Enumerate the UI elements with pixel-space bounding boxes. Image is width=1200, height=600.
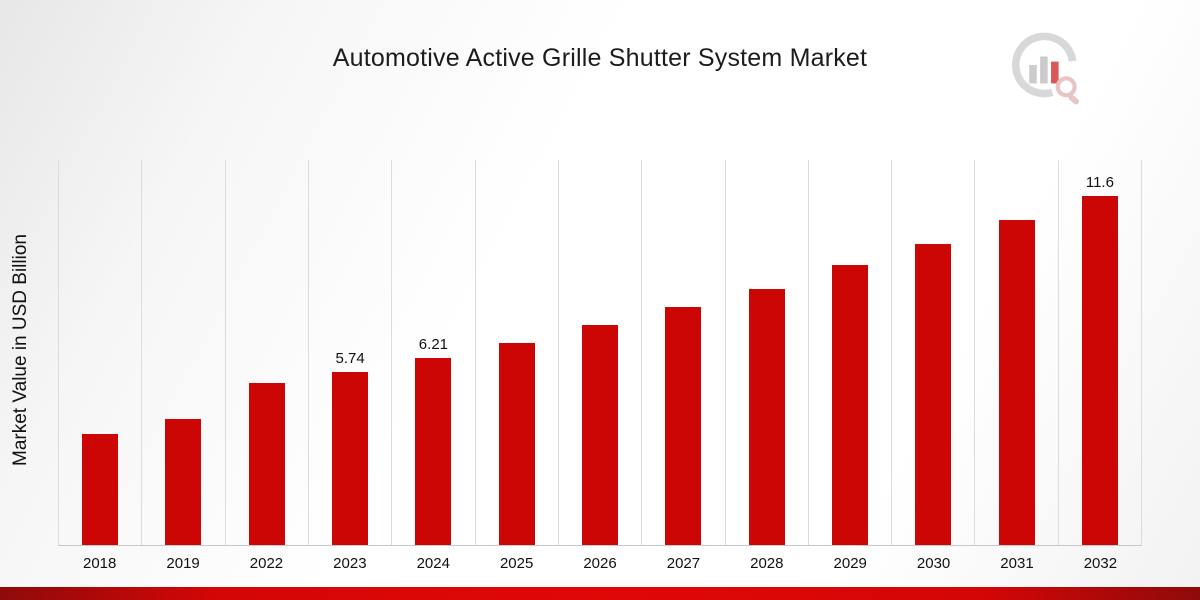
bar-2026 bbox=[582, 325, 619, 545]
x-tick-label-2032: 2032 bbox=[1083, 555, 1118, 572]
category-cell-2032: 11.6 bbox=[1057, 160, 1143, 545]
category-cell-2030 bbox=[891, 160, 974, 545]
bottom-red-strip bbox=[0, 587, 1200, 600]
bar-2031 bbox=[998, 220, 1035, 545]
x-tick-label-2018: 2018 bbox=[83, 555, 117, 572]
market-research-logo bbox=[1002, 28, 1090, 112]
x-tick-label-2026: 2026 bbox=[583, 555, 617, 572]
bar-2023 bbox=[332, 372, 369, 545]
bar-2018 bbox=[82, 434, 119, 545]
x-tick-label-2030: 2030 bbox=[916, 555, 951, 572]
category-cell-2018 bbox=[58, 160, 141, 545]
plot-area: 5.74 6.21 11.6 bbox=[58, 160, 1143, 546]
x-tick-label-2022: 2022 bbox=[249, 555, 284, 572]
category-cell-2019 bbox=[141, 160, 224, 545]
y-axis-label-text: Market Value in USD Billion bbox=[10, 234, 31, 466]
category-cell-2022 bbox=[224, 160, 308, 545]
bar-value-label-2023: 5.74 bbox=[335, 350, 365, 367]
bar-2027 bbox=[665, 307, 702, 545]
bar-2032 bbox=[1081, 196, 1118, 545]
y-axis-label: Market Value in USD Billion bbox=[4, 155, 38, 545]
chart-title: Automotive Active Grille Shutter System … bbox=[332, 44, 868, 72]
category-cell-2031 bbox=[974, 160, 1057, 545]
x-tick-label-2019: 2019 bbox=[166, 555, 200, 572]
x-tick-label-2024: 2024 bbox=[416, 555, 450, 572]
category-cell-2023: 5.74 bbox=[307, 160, 391, 545]
x-tick-label-2023: 2023 bbox=[333, 555, 367, 572]
bar-2030 bbox=[915, 244, 952, 545]
bar-value-label-2024: 6.21 bbox=[418, 336, 449, 353]
category-cell-2025 bbox=[474, 160, 558, 545]
category-cell-2027 bbox=[641, 160, 724, 545]
bar-2019 bbox=[165, 419, 202, 545]
category-cell-2026 bbox=[557, 160, 641, 545]
logo-graphic bbox=[1011, 32, 1080, 105]
x-tick-label-2028: 2028 bbox=[750, 555, 784, 572]
x-tick-label-2025: 2025 bbox=[499, 555, 534, 572]
category-cell-2029 bbox=[807, 160, 891, 545]
bar-2028 bbox=[748, 289, 785, 545]
bar-2029 bbox=[831, 265, 868, 545]
bar-value-label-2032: 11.6 bbox=[1085, 174, 1114, 191]
category-cell-2024: 6.21 bbox=[391, 160, 474, 545]
x-tick-label-2029: 2029 bbox=[833, 555, 867, 572]
x-tick-label-2027: 2027 bbox=[666, 555, 701, 572]
category-cell-2028 bbox=[724, 160, 808, 545]
chart-region: 5.74 6.21 11.6 2018 2019 2022 2023 2024 2025 202… bbox=[58, 160, 1143, 572]
bar-2025 bbox=[498, 343, 535, 545]
x-axis-row: 2018 2019 2022 2023 2024 2025 2026 2027 2028 2029… bbox=[58, 546, 1142, 572]
x-tick-label-2031: 2031 bbox=[1000, 555, 1034, 572]
bar-2022 bbox=[248, 383, 285, 545]
bar-2024 bbox=[415, 358, 452, 545]
